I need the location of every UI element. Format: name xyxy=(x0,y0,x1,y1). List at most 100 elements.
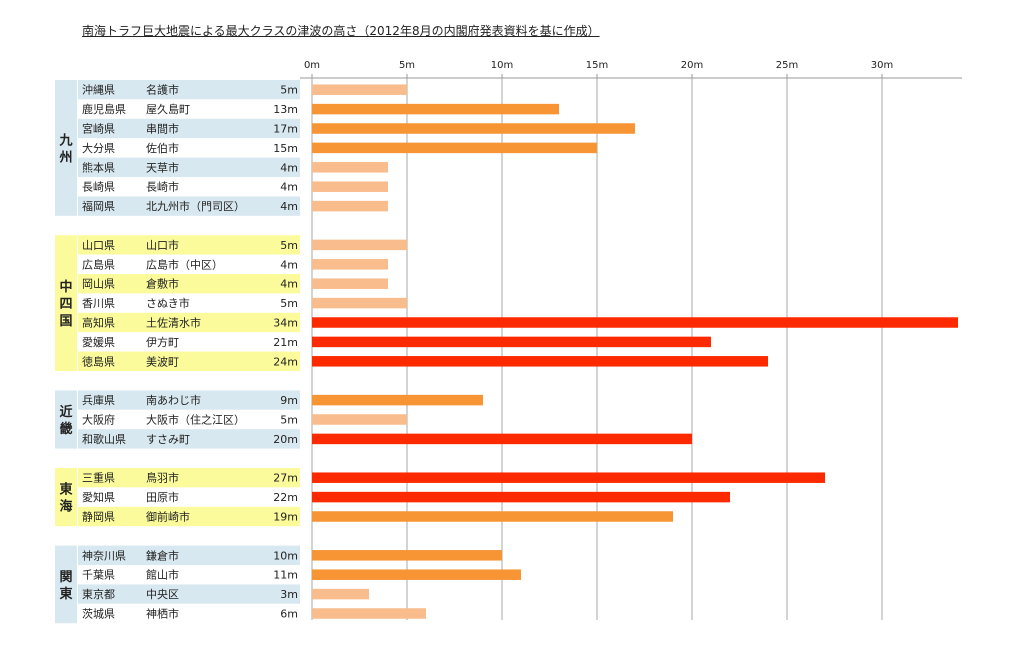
region-label: 中四国 xyxy=(59,279,72,329)
labels: 0m 5m 10m 15m 20m 25m 30m 沖縄県 名護市 5m 鹿児島県 屋久島町 13m 宮崎… xyxy=(58,60,893,621)
bar xyxy=(312,103,559,115)
value-label: 9m xyxy=(280,394,298,407)
city-label: 天草市 xyxy=(146,160,179,174)
prefecture-label: 徳島県 xyxy=(82,354,115,368)
city-label: 鎌倉市 xyxy=(146,548,179,562)
prefecture-label: 鹿児島県 xyxy=(82,102,126,116)
bar xyxy=(312,239,407,251)
region-band xyxy=(55,235,77,371)
grid-layer xyxy=(300,74,962,620)
city-label: 御前崎市 xyxy=(146,510,190,524)
row-band xyxy=(78,603,300,624)
bar xyxy=(312,84,407,95)
value-label: 17m xyxy=(273,123,298,136)
value-label: 19m xyxy=(273,511,298,524)
city-label: 館山市 xyxy=(146,568,179,582)
value-label: 24m xyxy=(273,355,298,368)
city-label: 大阪市（住之江区） xyxy=(146,413,245,427)
bar xyxy=(312,414,407,425)
value-label: 4m xyxy=(280,200,298,213)
bar xyxy=(312,200,388,212)
prefecture-label: 長崎県 xyxy=(82,180,115,194)
bar xyxy=(312,511,673,522)
city-label: 田原市 xyxy=(146,490,179,504)
prefecture-label: 三重県 xyxy=(82,471,115,485)
row-band xyxy=(78,177,300,197)
city-label: 伊方町 xyxy=(146,335,179,349)
row-band xyxy=(78,274,300,294)
value-label: 6m xyxy=(280,608,298,621)
prefecture-label: 愛媛県 xyxy=(82,335,115,349)
bar xyxy=(312,181,388,192)
city-label: 佐伯市 xyxy=(146,141,179,155)
row-band xyxy=(78,196,300,216)
row-band xyxy=(78,99,300,119)
value-label: 27m xyxy=(273,472,298,485)
bar xyxy=(312,394,483,406)
row-band xyxy=(78,468,300,488)
row-band xyxy=(78,138,300,158)
value-label: 21m xyxy=(273,336,298,349)
city-label: さぬき市 xyxy=(146,296,190,310)
row-band xyxy=(78,80,300,100)
city-label: 神栖市 xyxy=(146,607,179,621)
bar xyxy=(312,297,407,309)
value-label: 10m xyxy=(273,549,298,562)
prefecture-label: 高知県 xyxy=(82,316,115,330)
prefecture-label: 香川県 xyxy=(82,297,115,310)
value-label: 4m xyxy=(280,161,298,174)
prefecture-label: 東京都 xyxy=(82,587,115,601)
tick-label: 20m xyxy=(681,60,703,71)
bar xyxy=(312,142,597,154)
region-band xyxy=(55,468,77,527)
bar xyxy=(312,162,388,173)
prefecture-label: 山口県 xyxy=(82,239,115,252)
bar xyxy=(312,472,825,483)
row-band xyxy=(78,545,300,565)
value-label: 5m xyxy=(280,297,298,310)
row-band xyxy=(78,565,300,585)
row-band xyxy=(78,254,300,274)
value-label: 5m xyxy=(280,239,298,252)
prefecture-label: 神奈川県 xyxy=(82,548,126,562)
bar xyxy=(312,317,958,328)
tick-label: 30m xyxy=(871,60,893,71)
tick-label: 5m xyxy=(399,60,415,71)
row-bands xyxy=(55,80,300,624)
value-label: 4m xyxy=(280,278,298,291)
city-label: 美波町 xyxy=(146,355,179,368)
row-band xyxy=(78,409,300,430)
prefecture-label: 千葉県 xyxy=(82,568,115,582)
prefecture-label: 静岡県 xyxy=(82,510,115,524)
row-band xyxy=(78,118,300,139)
value-label: 5m xyxy=(280,84,298,97)
prefecture-label: 沖縄県 xyxy=(82,83,115,97)
city-label: 広島市（中区） xyxy=(146,257,223,271)
city-label: 北九州市（門司区） xyxy=(146,199,245,213)
value-label: 13m xyxy=(273,103,298,116)
region-label: 東海 xyxy=(59,482,72,515)
city-label: 屋久島町 xyxy=(146,102,190,116)
region-band xyxy=(55,390,77,449)
region-label: 近畿 xyxy=(59,404,72,437)
bar xyxy=(312,608,426,619)
value-label: 34m xyxy=(273,317,298,330)
tick-label: 25m xyxy=(776,60,798,71)
value-label: 3m xyxy=(280,588,298,601)
bars xyxy=(312,84,958,619)
region-band xyxy=(55,545,77,624)
prefecture-label: 熊本県 xyxy=(82,160,115,174)
tick-label: 0m xyxy=(304,60,320,71)
prefecture-label: 広島県 xyxy=(82,257,115,271)
bar xyxy=(312,588,369,600)
prefecture-label: 茨城県 xyxy=(82,607,115,621)
row-band xyxy=(78,235,300,255)
prefecture-label: 愛知県 xyxy=(82,490,115,504)
row-band xyxy=(78,293,300,313)
row-band xyxy=(78,487,300,507)
value-label: 20m xyxy=(273,433,298,446)
bar xyxy=(312,356,768,367)
region-band xyxy=(55,80,77,216)
city-label: 串間市 xyxy=(146,122,179,136)
